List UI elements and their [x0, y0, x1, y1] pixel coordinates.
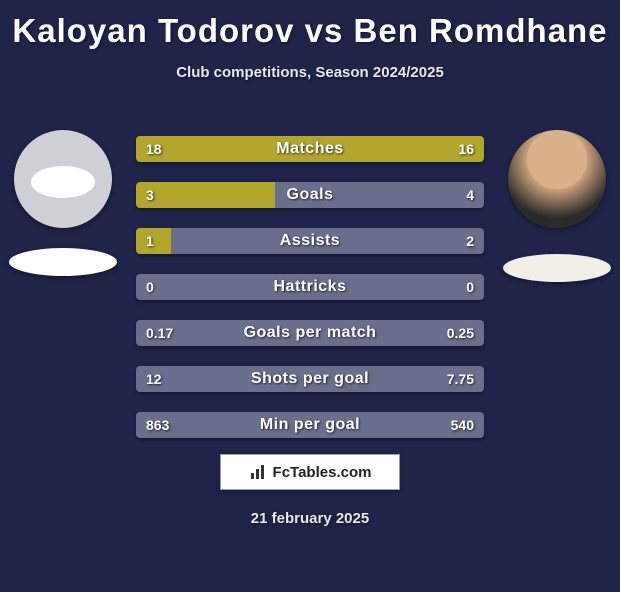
- stat-row: 0.17 0.25Goals per match: [136, 320, 484, 346]
- stat-right-value: 0.25: [447, 320, 474, 346]
- stat-label: Shots per goal: [136, 366, 484, 392]
- player-right-flag: [503, 254, 611, 282]
- stat-right-value: 540: [451, 412, 474, 438]
- brand-badge: FcTables.com: [220, 454, 400, 490]
- player-left-avatar: [14, 130, 112, 228]
- stat-label: Assists: [136, 228, 484, 254]
- stat-bars: 1816Matches34Goals12Assists00Hattricks0.…: [136, 136, 484, 458]
- stat-fill-left: [136, 228, 171, 254]
- stat-row: 1816Matches: [136, 136, 484, 162]
- stat-left-value: 0.17: [146, 320, 173, 346]
- stat-label: Hattricks: [136, 274, 484, 300]
- stat-row: 12 7.75Shots per goal: [136, 366, 484, 392]
- stat-right-value: 7.75: [447, 366, 474, 392]
- stat-row: 12Assists: [136, 228, 484, 254]
- player-right-column: [502, 130, 612, 282]
- stat-fill-left: [136, 136, 320, 162]
- stat-row: 34Goals: [136, 182, 484, 208]
- stat-right-value: 2: [466, 228, 474, 254]
- player-left-flag: [9, 248, 117, 276]
- brand-label: FcTables.com: [273, 464, 372, 481]
- player-right-avatar: [508, 130, 606, 228]
- stat-right-value: 0: [466, 274, 474, 300]
- stat-row: 863 540Min per goal: [136, 412, 484, 438]
- page-title: Kaloyan Todorov vs Ben Romdhane: [0, 12, 620, 50]
- player-left-column: [8, 130, 118, 276]
- stat-right-value: 4: [466, 182, 474, 208]
- stat-label: Min per goal: [136, 412, 484, 438]
- stat-left-value: 0: [146, 274, 154, 300]
- stat-fill-right: [320, 136, 484, 162]
- stat-fill-left: [136, 182, 275, 208]
- brand-icon: [249, 463, 267, 481]
- stat-left-value: 12: [146, 366, 162, 392]
- stat-label: Goals per match: [136, 320, 484, 346]
- date-label: 21 february 2025: [0, 510, 620, 527]
- stat-row: 0 0Hattricks: [136, 274, 484, 300]
- page-subtitle: Club competitions, Season 2024/2025: [0, 64, 620, 81]
- stat-left-value: 863: [146, 412, 169, 438]
